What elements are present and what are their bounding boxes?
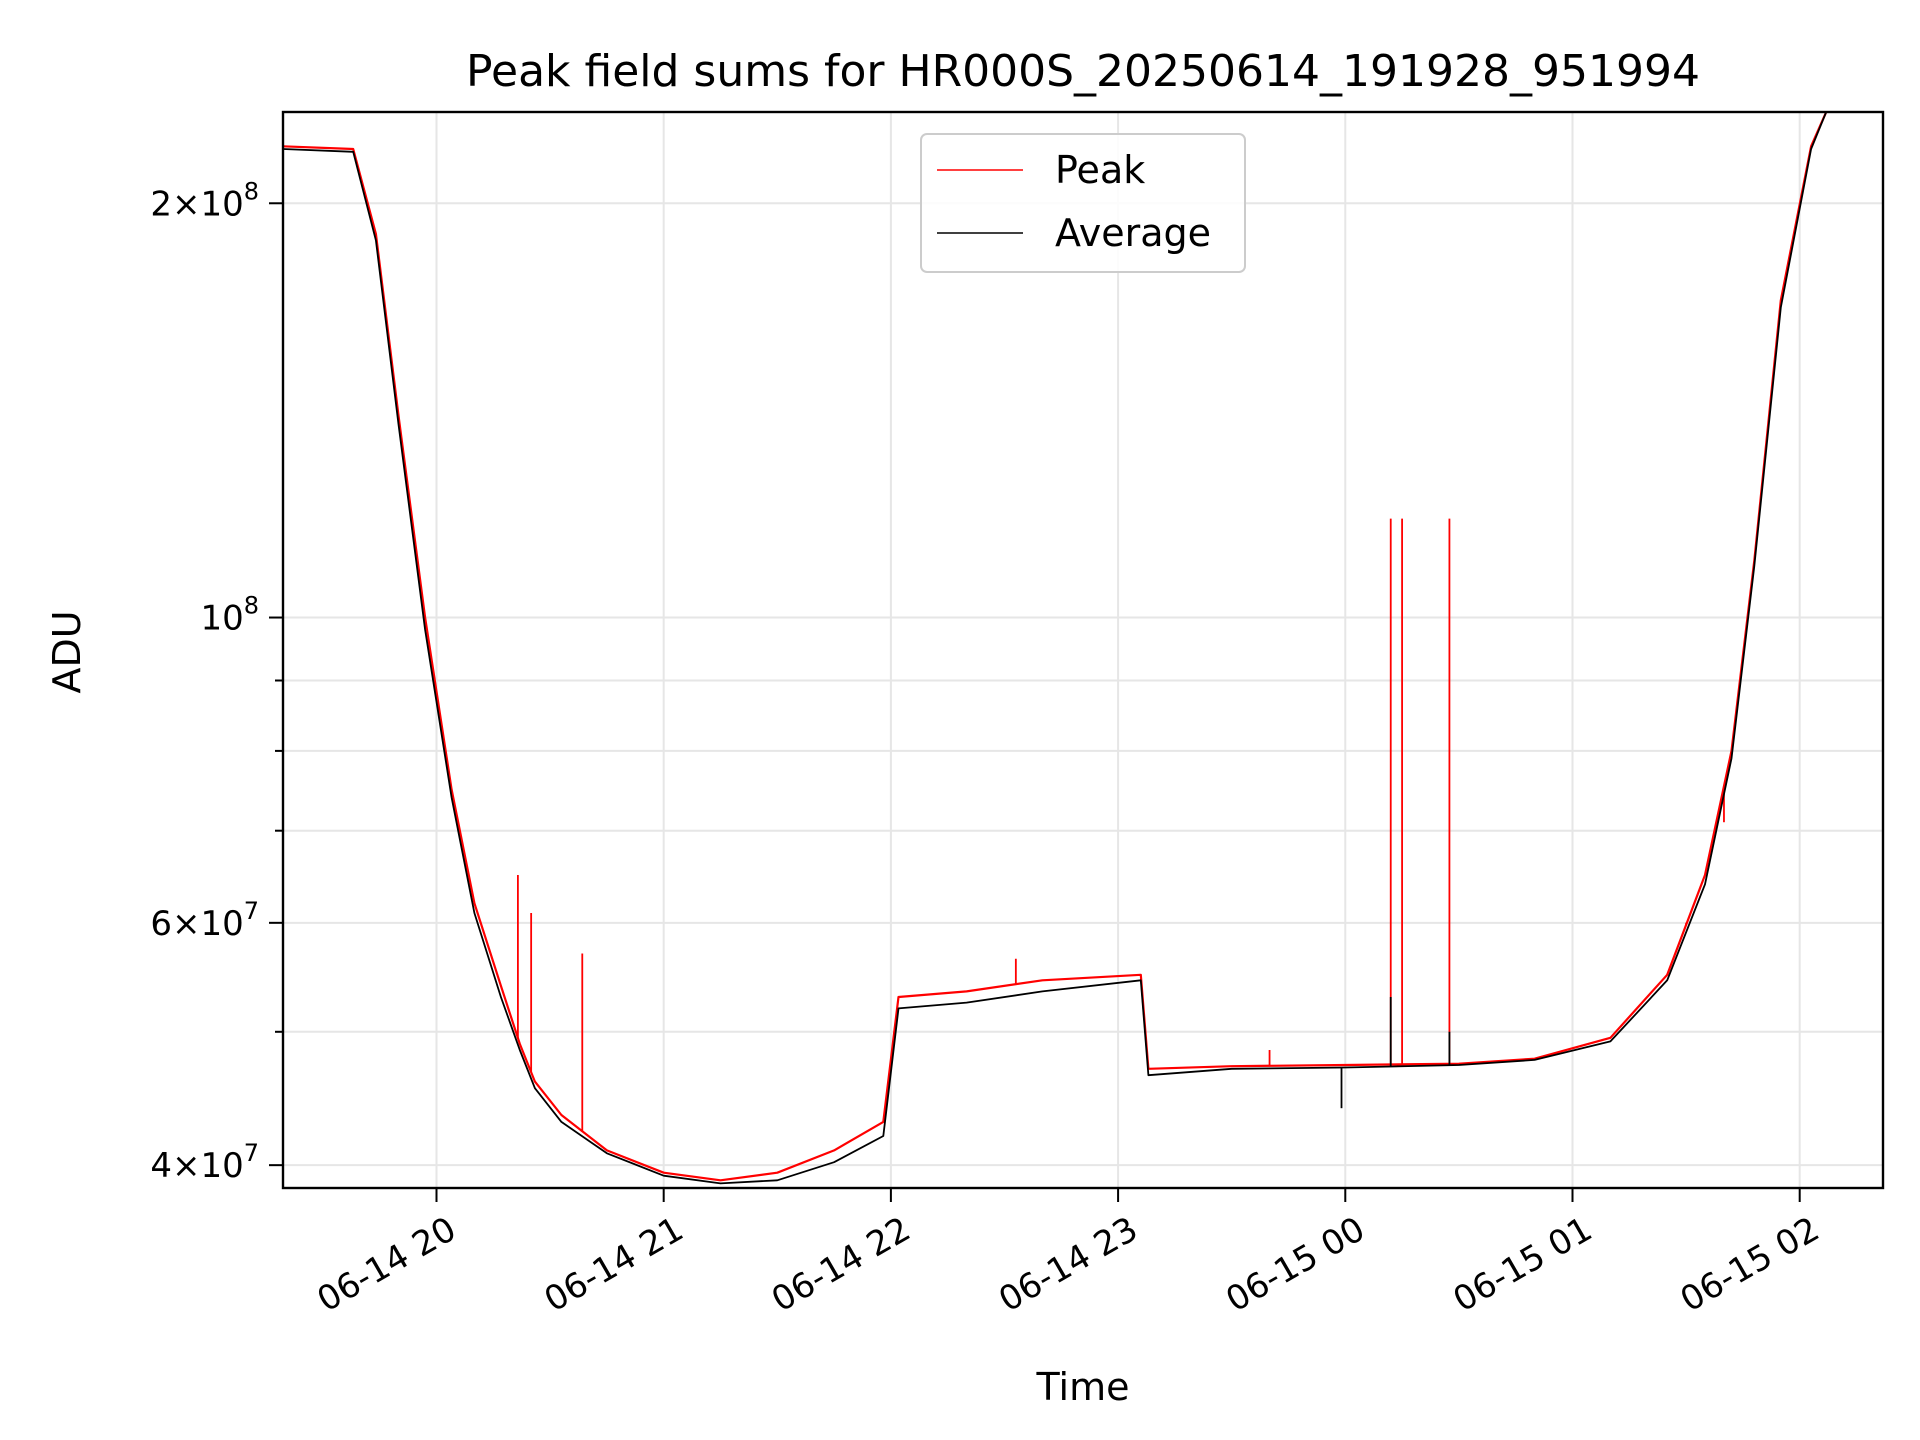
y-axis-label: ADU (45, 610, 89, 693)
series-layer (283, 112, 1828, 1185)
x-axis-label: Time (1036, 1365, 1130, 1409)
y-tick-label: 108 (200, 592, 259, 639)
y-tick-label: 4×107 (150, 1139, 259, 1186)
legend: Peak Average (920, 133, 1246, 273)
legend-label-peak: Peak (1055, 148, 1145, 192)
y-tick-label: 6×107 (150, 897, 259, 944)
series-line-average (283, 112, 1828, 1185)
legend-box (920, 133, 1246, 273)
plot-frame (281, 110, 1885, 1190)
y-tick-label: 2×108 (150, 177, 259, 224)
chart-title: Peak field sums for HR000S_20250614_1919… (466, 46, 1700, 97)
legend-label-average: Average (1055, 211, 1211, 255)
